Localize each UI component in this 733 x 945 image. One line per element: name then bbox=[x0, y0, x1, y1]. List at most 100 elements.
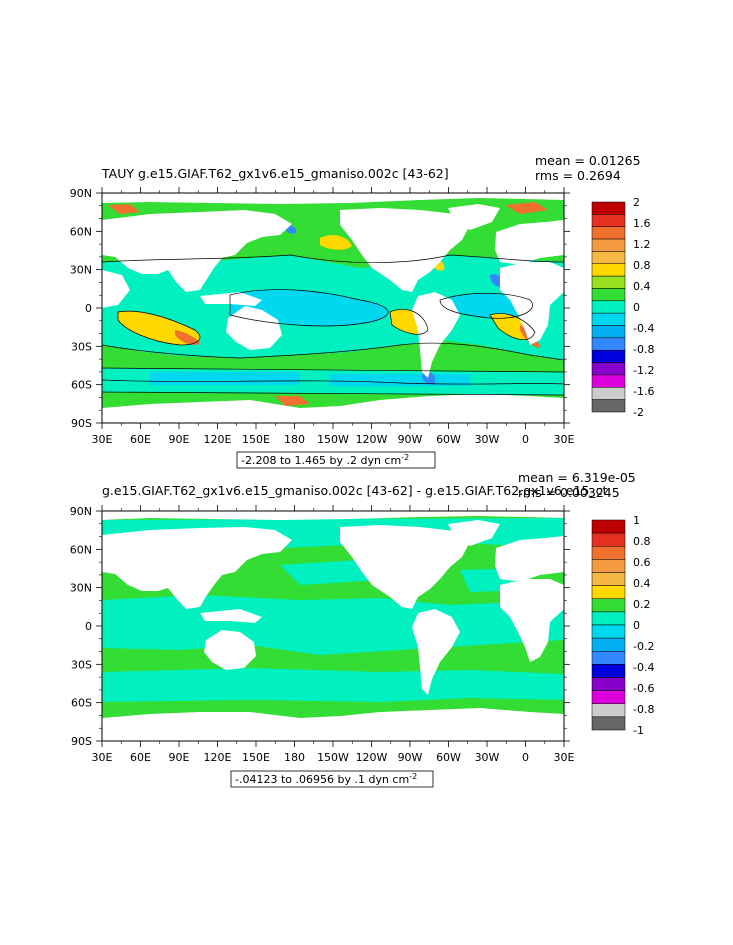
y-tick-label: 60S bbox=[71, 697, 92, 710]
panel-2-land-eurasia bbox=[102, 527, 292, 609]
x-tick-label: 120W bbox=[356, 433, 388, 446]
panel-1-land-arctic bbox=[102, 193, 564, 204]
panel-2-ticks: 30E 60E 90E 120E 150E 180 150W 120W 90W 60W 30W 0 30… bbox=[70, 505, 575, 764]
panel-2-rms: rms = 0.003245 bbox=[518, 485, 620, 500]
panel-2-mean: mean = 6.319e-05 bbox=[518, 470, 636, 485]
panel-2-land-arctic bbox=[102, 511, 564, 520]
colorbar-swatch bbox=[591, 572, 626, 586]
colorbar-swatch bbox=[591, 275, 626, 289]
colorbar-swatch bbox=[591, 226, 626, 240]
colorbar-swatch bbox=[591, 677, 626, 691]
panel-1-land-eurasia bbox=[102, 210, 292, 292]
x-tick-label: 60E bbox=[130, 433, 151, 446]
panel-1-land-africa-east bbox=[102, 270, 130, 308]
colorbar-swatch bbox=[591, 532, 626, 547]
colorbar-swatch bbox=[591, 519, 626, 534]
panel-2-land-south-america bbox=[412, 609, 460, 695]
colorbar-label: 0.2 bbox=[633, 598, 651, 611]
colorbar-label: 0.4 bbox=[633, 577, 651, 590]
colorbar-swatch bbox=[591, 664, 626, 678]
y-tick-label: 30N bbox=[70, 582, 92, 595]
x-tick-label: 0 bbox=[522, 751, 529, 764]
colorbar-swatch bbox=[591, 251, 626, 265]
x-tick-label: 150W bbox=[317, 433, 349, 446]
y-tick-label: 60S bbox=[71, 379, 92, 392]
colorbar-label: 0.4 bbox=[633, 280, 651, 293]
colorbar-label: 1.2 bbox=[633, 238, 651, 251]
y-tick-label: 90N bbox=[70, 187, 92, 200]
colorbar-label: 1 bbox=[633, 514, 640, 527]
panel-2-colorbar: 1 0.8 0.6 0.4 0.2 0 -0.2 -0.4 -0.6 -0.8 -1 bbox=[591, 514, 654, 737]
colorbar-label: 0.8 bbox=[633, 259, 651, 272]
panel-2-map: 30E 60E 90E 120E 150E 180 150W 120W 90W 60W 30W 0 30… bbox=[70, 505, 575, 764]
x-tick-label: 120E bbox=[204, 433, 232, 446]
panel-1-contours bbox=[101, 254, 565, 396]
x-tick-label: 30E bbox=[554, 433, 575, 446]
colorbar-label: -1.6 bbox=[633, 385, 654, 398]
y-tick-label: 30S bbox=[71, 658, 92, 671]
colorbar-swatch bbox=[591, 559, 626, 573]
colorbar-label: 0 bbox=[633, 301, 640, 314]
panel-1-mean: mean = 0.01265 bbox=[535, 153, 641, 168]
x-tick-label: 60E bbox=[130, 751, 151, 764]
panel-1-land-south-america bbox=[412, 292, 460, 378]
panel-2-land bbox=[102, 511, 564, 741]
x-tick-label: 90E bbox=[169, 751, 190, 764]
colorbar-swatch bbox=[591, 238, 626, 252]
panel-1-land-greenland bbox=[448, 204, 500, 230]
x-tick-label: 150E bbox=[242, 751, 270, 764]
colorbar-label: 2 bbox=[633, 196, 640, 209]
colorbar-swatch bbox=[591, 598, 626, 613]
y-tick-label: 60N bbox=[70, 225, 92, 238]
colorbar-swatch bbox=[591, 546, 626, 560]
x-tick-label: 30W bbox=[475, 751, 500, 764]
colorbar-swatch bbox=[591, 624, 626, 639]
panel-2-land-africa bbox=[500, 579, 564, 662]
colorbar-swatch bbox=[591, 651, 626, 665]
panel-2-land-greenland bbox=[448, 520, 500, 546]
y-tick-label: 90S bbox=[71, 735, 92, 748]
colorbar-label: -0.8 bbox=[633, 703, 654, 716]
x-tick-label: 150E bbox=[242, 433, 270, 446]
y-tick-label: 0 bbox=[85, 620, 92, 633]
x-tick-label: 30W bbox=[475, 433, 500, 446]
colorbar-swatch bbox=[591, 300, 626, 314]
panel-1-lightblue-field bbox=[150, 289, 533, 386]
x-tick-label: 90W bbox=[398, 751, 423, 764]
colorbar-label: -2 bbox=[633, 406, 644, 419]
colorbar-label: -0.6 bbox=[633, 682, 654, 695]
colorbar-swatch bbox=[591, 325, 626, 339]
colorbar-swatch bbox=[591, 337, 626, 351]
colorbar-swatch bbox=[591, 387, 626, 400]
panel-1-land-europe-east bbox=[495, 220, 564, 264]
colorbar-swatch bbox=[591, 312, 626, 326]
colorbar-label: -0.4 bbox=[633, 322, 654, 335]
colorbar-label: -1 bbox=[633, 724, 644, 737]
panel-1-land-maritime bbox=[200, 292, 262, 306]
colorbar-swatch bbox=[591, 263, 626, 277]
y-tick-label: 30N bbox=[70, 264, 92, 277]
x-tick-label: 90W bbox=[398, 433, 423, 446]
colorbar-label: 0.6 bbox=[633, 556, 651, 569]
x-tick-label: 60W bbox=[436, 751, 461, 764]
colorbar-label: -0.4 bbox=[633, 661, 654, 674]
y-tick-label: 60N bbox=[70, 543, 92, 556]
panel-2-title: g.e15.GIAF.T62_gx1v6.e15_gmaniso.002c [4… bbox=[102, 483, 608, 498]
panel-1: TAUY g.e15.GIAF.T62_gx1v6.e15_gmaniso.00… bbox=[70, 153, 654, 469]
panel-1-rms: rms = 0.2694 bbox=[535, 168, 621, 183]
panel-1-land-north-america bbox=[340, 208, 470, 292]
x-tick-label: 180 bbox=[284, 433, 305, 446]
colorbar-swatch bbox=[591, 637, 626, 652]
panel-2-range-box: -.04123 to .06956 by .1 dyn cm-2 bbox=[230, 770, 434, 788]
y-tick-label: 90N bbox=[70, 505, 92, 518]
colorbar-swatch bbox=[591, 585, 626, 599]
x-tick-label: 150W bbox=[317, 751, 349, 764]
colorbar-swatch bbox=[591, 690, 626, 704]
x-tick-label: 30E bbox=[554, 751, 575, 764]
panel-2-range-label: -.04123 to .06956 by .1 dyn cm-2 bbox=[235, 772, 417, 786]
panel-1-range-box: -2.208 to 1.465 by .2 dyn cm-2 bbox=[236, 451, 436, 469]
panel-2-land-europe-east bbox=[495, 536, 564, 581]
colorbar-swatch bbox=[591, 716, 626, 731]
x-tick-label: 30E bbox=[92, 433, 113, 446]
